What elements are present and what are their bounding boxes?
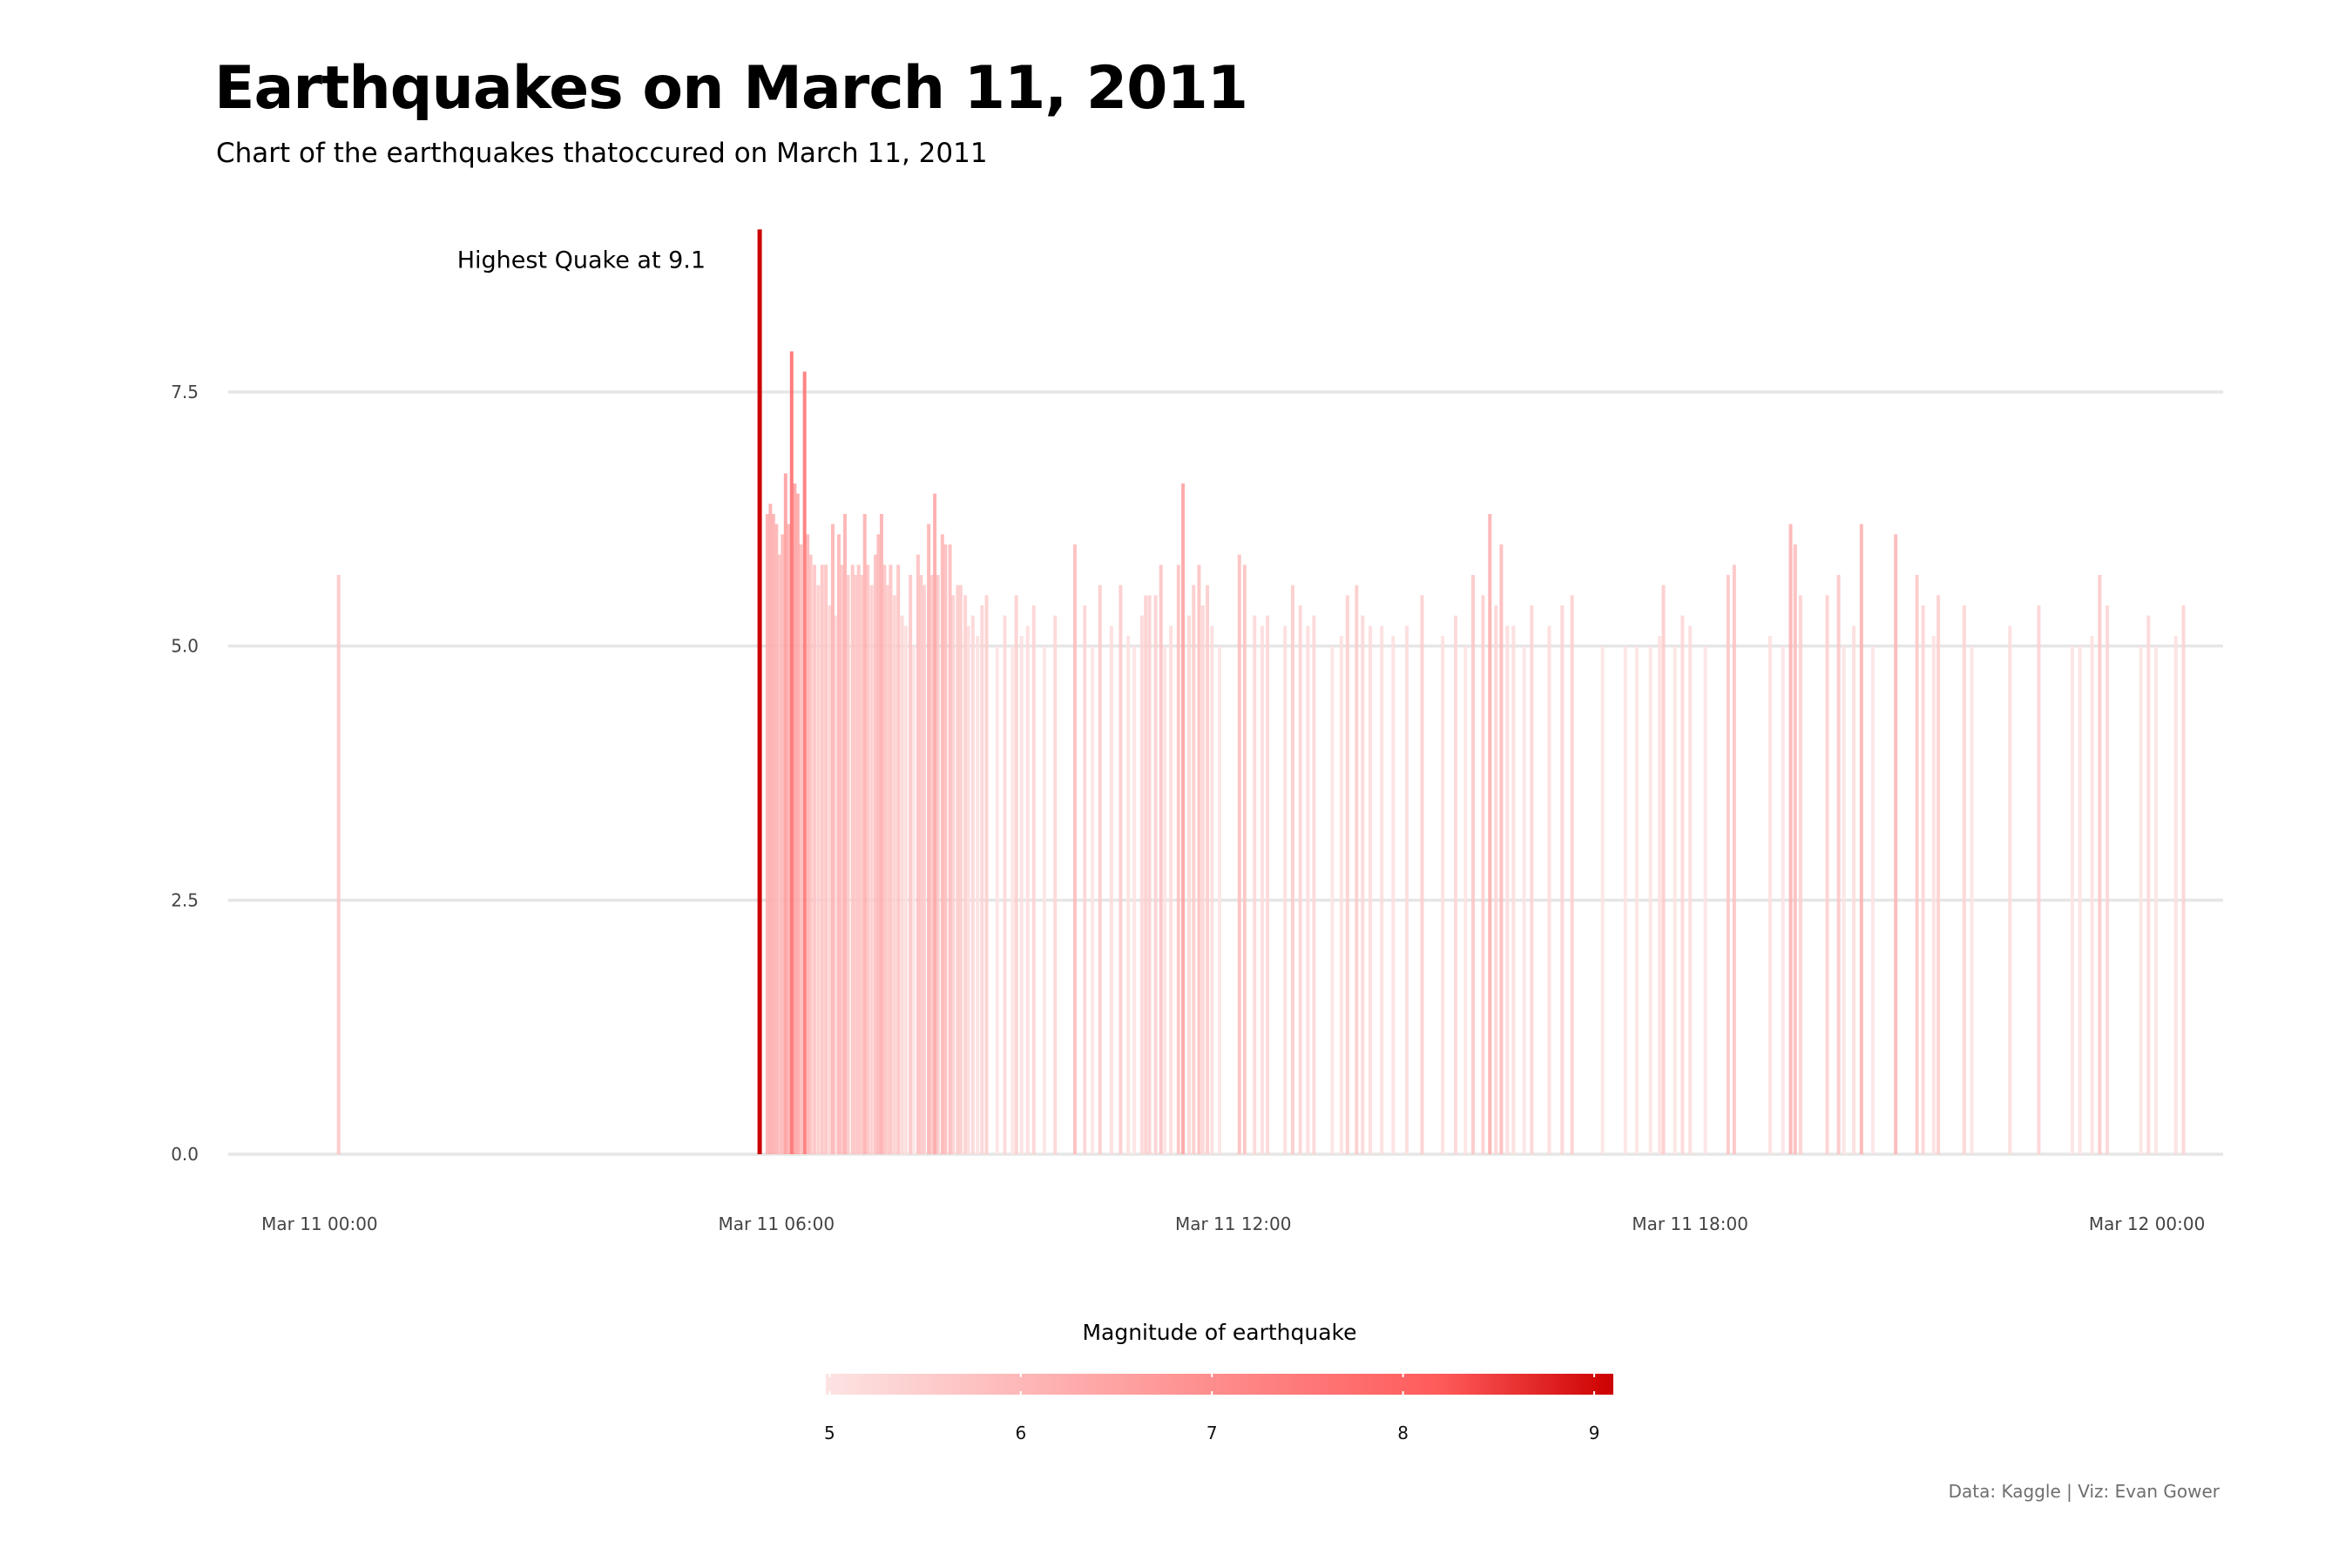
x-tick-label: Mar 11 00:00 <box>261 1213 378 1234</box>
chart-title: Earthquakes on March 11, 2011 <box>214 54 1248 123</box>
annotation-label: Highest Quake at 9.1 <box>457 247 706 274</box>
caption: Data: Kaggle | Viz: Evan Gower <box>1948 1481 2220 1502</box>
legend-gradient-bar <box>826 1374 1613 1395</box>
legend-ticks: 5 6 7 8 9 <box>824 1374 1599 1443</box>
legend-title: Magnitude of earthquake <box>1082 1320 1356 1345</box>
legend-tick-label: 9 <box>1589 1423 1600 1443</box>
x-tick-label: Mar 11 12:00 <box>1175 1213 1292 1234</box>
grid-lines <box>228 390 2223 1156</box>
legend-tick-label: 5 <box>824 1423 835 1443</box>
y-tick-label: 0.0 <box>171 1144 199 1165</box>
x-tick-label: Mar 12 00:00 <box>2089 1213 2206 1234</box>
earthquake-bars <box>336 229 2186 1154</box>
legend-tick-label: 7 <box>1206 1423 1218 1443</box>
y-tick-label: 2.5 <box>171 889 199 910</box>
y-axis-ticks: 0.0 2.5 5.0 7.5 <box>171 382 199 1165</box>
y-tick-label: 7.5 <box>171 382 199 402</box>
y-tick-label: 5.0 <box>171 636 199 657</box>
x-tick-label: Mar 11 18:00 <box>1632 1213 1748 1234</box>
x-axis-ticks: Mar 11 00:00 Mar 11 06:00 Mar 11 12:00 Mar … <box>261 1213 2205 1234</box>
chart-subtitle: Chart of the earthquakes thatoccured on … <box>216 138 988 169</box>
legend-tick-label: 8 <box>1397 1423 1409 1443</box>
color-legend: Magnitude of earthquake 5 6 7 8 9 <box>824 1320 1613 1443</box>
x-tick-label: Mar 11 06:00 <box>719 1213 835 1234</box>
legend-tick-label: 6 <box>1015 1423 1026 1443</box>
